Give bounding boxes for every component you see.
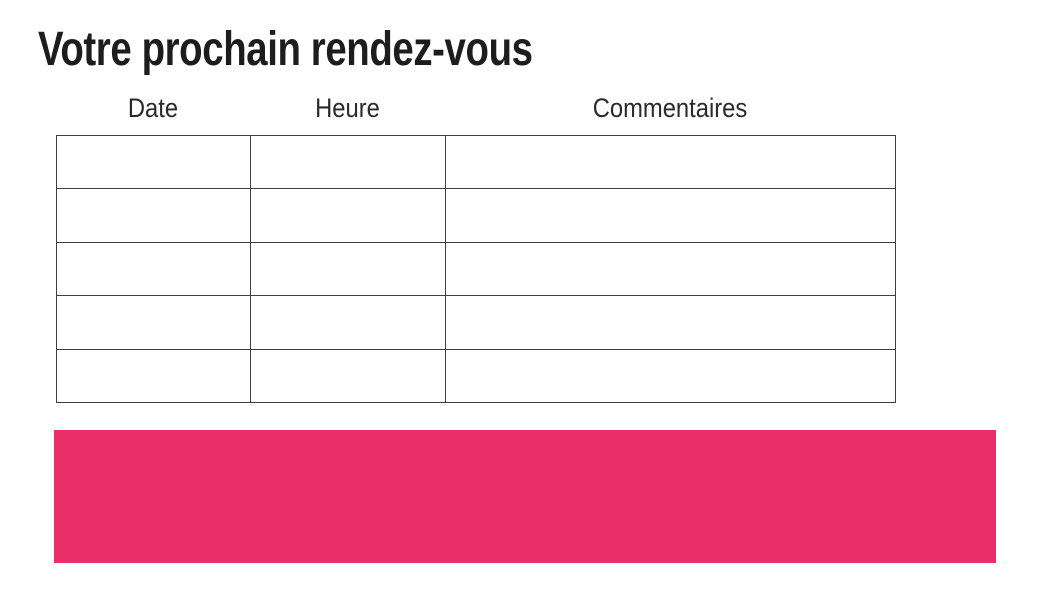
table-cell [250, 134, 446, 190]
appointment-table [56, 134, 896, 403]
table-row [56, 348, 896, 403]
table-cell [250, 241, 446, 297]
table-cell [56, 188, 251, 243]
table-cell [445, 134, 896, 190]
table-row [56, 295, 896, 350]
table-cell [56, 295, 251, 350]
table-cell [445, 188, 896, 243]
table-cell [445, 348, 896, 403]
table-cell [56, 241, 251, 297]
table-cell [56, 348, 251, 403]
table-cell [56, 134, 251, 190]
table-cell [445, 241, 896, 297]
column-header-commentaires: Commentaires [592, 93, 748, 123]
highlight-banner [54, 430, 996, 563]
table-cell [250, 188, 446, 243]
table-cell [445, 295, 896, 350]
page-title: Votre prochain rendez-vous [38, 23, 533, 76]
table-row [56, 134, 896, 190]
table-column-headers: Date Heure Commentaires [56, 92, 895, 124]
appointment-table-body [56, 134, 896, 403]
table-cell [250, 348, 446, 403]
table-row [56, 188, 896, 243]
column-header-heure: Heure [315, 93, 380, 123]
column-header-date: Date [127, 93, 179, 123]
table-cell [250, 295, 446, 350]
table-row [56, 241, 896, 297]
